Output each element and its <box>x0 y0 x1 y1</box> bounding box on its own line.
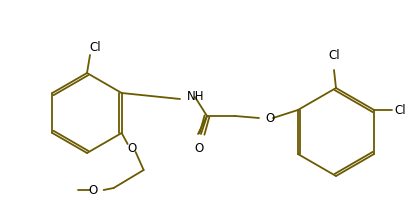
Text: NH: NH <box>187 90 204 103</box>
Text: Cl: Cl <box>328 49 340 62</box>
Text: Cl: Cl <box>394 103 406 116</box>
Text: O: O <box>127 142 136 155</box>
Text: O: O <box>265 112 274 125</box>
Text: Cl: Cl <box>89 41 101 54</box>
Text: O: O <box>194 142 204 155</box>
Text: O: O <box>89 183 98 196</box>
